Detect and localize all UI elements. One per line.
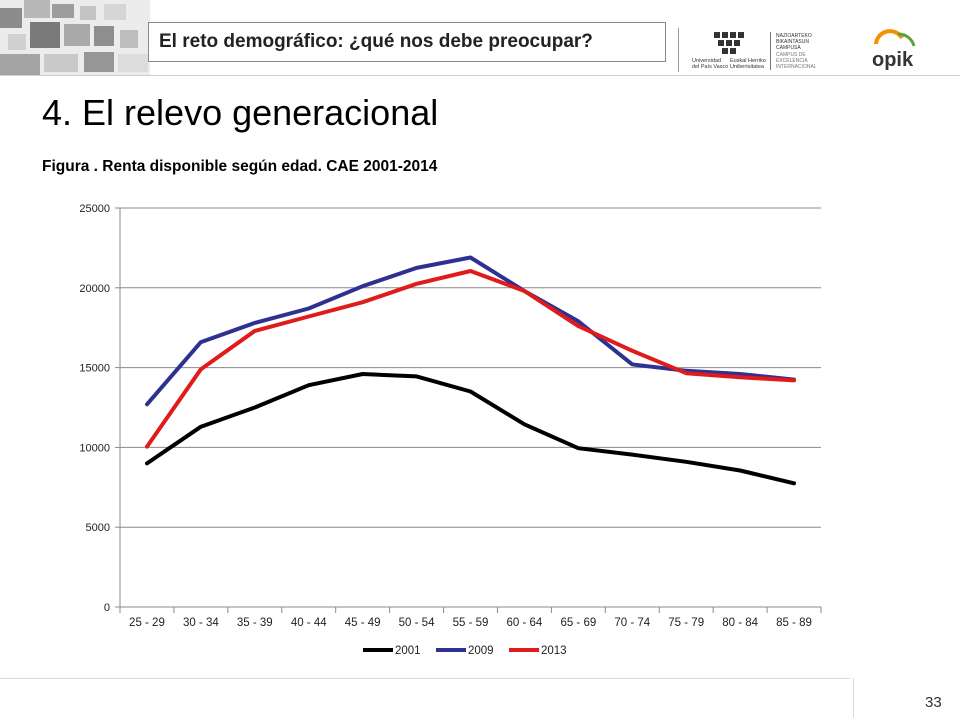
y-tick-label: 20000 — [79, 283, 110, 295]
chart-legend: 2001 2009 2013 — [363, 645, 567, 657]
x-tick-label: 75 - 79 — [668, 617, 704, 629]
upv-line-2: del País Vasco — [692, 64, 728, 70]
x-tick-label: 65 - 69 — [560, 617, 596, 629]
campus-line-6: INTERNACIONAL — [776, 64, 817, 70]
x-tick-label: 85 - 89 — [776, 617, 812, 629]
opik-logo: opik — [872, 29, 916, 71]
header-title: El reto demográfico: ¿qué nos debe preoc… — [148, 22, 666, 62]
legend-label: 2001 — [395, 645, 421, 657]
campus-line-2: BIKAINTASUN — [776, 39, 809, 45]
legend-item-2001: 2001 — [363, 645, 421, 657]
header-bottom-line — [0, 75, 960, 76]
upv-shield-icon — [714, 32, 744, 54]
x-tick-label: 40 - 44 — [291, 617, 327, 629]
opik-label: opik — [872, 49, 914, 71]
y-tick-label: 15000 — [79, 363, 110, 375]
series-line-2001 — [145, 372, 796, 486]
x-tick-label: 50 - 54 — [399, 617, 435, 629]
x-tick-label: 35 - 39 — [237, 617, 273, 629]
ehu-line-1: Euskal Herriko — [730, 58, 766, 64]
y-tick-labels: 0 5000 10000 15000 20000 25000 — [79, 203, 110, 614]
y-tick-label: 0 — [104, 602, 110, 614]
x-tick-labels: 25 - 29 30 - 34 35 - 39 40 - 44 45 - 49 50 - … — [129, 617, 812, 629]
x-tick-label: 55 - 59 — [453, 617, 489, 629]
legend-item-2009: 2009 — [436, 645, 494, 657]
upv-ehu-logo: Universidad del País Vasco Euskal Herrik… — [692, 32, 817, 70]
chart-gridlines — [120, 207, 821, 528]
x-tick-label: 70 - 74 — [614, 617, 650, 629]
ehu-line-2: Unibertsitatea — [730, 64, 765, 70]
legend-item-2013: 2013 — [509, 645, 567, 657]
y-tick-label: 25000 — [79, 203, 110, 215]
page-number: 33 — [925, 694, 942, 711]
y-tick-label: 10000 — [79, 442, 110, 454]
x-tick-label: 25 - 29 — [129, 617, 165, 629]
figure-title: Figura . Renta disponible según edad. CA… — [42, 158, 438, 175]
campus-line-3: CAMPUSA — [776, 45, 801, 51]
series-line-2009 — [145, 255, 796, 407]
mosaic-decoration — [0, 0, 150, 76]
campus-line-1: NAZIOARTEKO — [776, 33, 812, 39]
x-tick-label: 45 - 49 — [345, 617, 381, 629]
campus-line-4: CAMPUS DE — [776, 52, 806, 58]
series-line-2013 — [145, 269, 796, 449]
slide-title: 4. El relevo generacional — [42, 92, 439, 133]
chart-series — [145, 255, 796, 486]
legend-label: 2013 — [541, 645, 567, 657]
header-separator — [678, 28, 679, 72]
footer-line — [0, 678, 850, 679]
slide-header: El reto demográfico: ¿qué nos debe preoc… — [0, 0, 960, 78]
footer-box — [853, 678, 924, 718]
line-chart: 0 5000 10000 15000 20000 25000 25 - 29 30 - 34… — [79, 203, 822, 657]
chart-axes — [115, 207, 822, 613]
legend-label: 2009 — [468, 645, 494, 657]
x-tick-label: 30 - 34 — [183, 617, 219, 629]
campus-line-5: EXCELENCIA — [776, 58, 808, 64]
upv-line-1: Universidad — [692, 58, 721, 64]
x-tick-label: 60 - 64 — [507, 617, 543, 629]
y-tick-label: 5000 — [86, 522, 110, 534]
x-tick-label: 80 - 84 — [722, 617, 758, 629]
